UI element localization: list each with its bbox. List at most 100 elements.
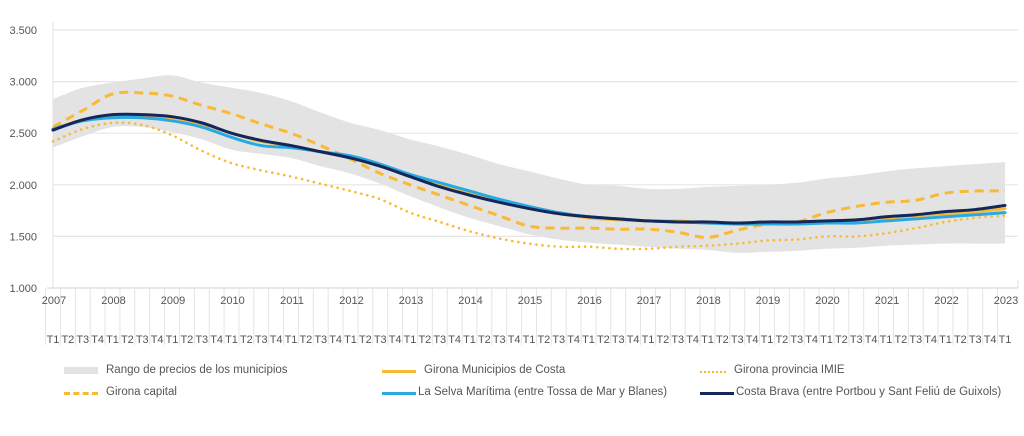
- year-label: 2014: [458, 295, 482, 307]
- series-line-girona-capital: [52, 90, 1006, 239]
- quarter-label: T2: [299, 334, 312, 346]
- quarter-label: T1: [701, 334, 714, 346]
- series-line-la-selva-maritima-entre-tossa-de-mar-y-blanes: [51, 115, 1007, 226]
- legend-swatch-band: [64, 366, 98, 374]
- quarter-label: T2: [359, 334, 372, 346]
- quarter-label: T1: [404, 334, 417, 346]
- legend-item-municipios-costa: Girona Municipios de Costa: [382, 364, 565, 376]
- legend-swatch-solid-yellow: [382, 370, 416, 373]
- quarter-label: T3: [314, 334, 327, 346]
- quarter-label: T3: [76, 334, 89, 346]
- quarter-label: T3: [731, 334, 744, 346]
- quarter-label: T4: [329, 334, 342, 346]
- quarter-label: T2: [537, 334, 550, 346]
- series-line-girona-provincia-imie: [51, 121, 1007, 251]
- legend-item-selva-maritima: La Selva Marítima (entre Tossa de Mar y …: [382, 386, 667, 398]
- quarter-label: T4: [805, 334, 818, 346]
- year-label: 2013: [399, 295, 423, 307]
- year-label: 2021: [875, 295, 899, 307]
- quarter-label: T1: [225, 334, 238, 346]
- year-label: 2008: [101, 295, 125, 307]
- quarter-label: T2: [716, 334, 729, 346]
- gridlines: [52, 22, 1019, 288]
- quarter-label: T1: [880, 334, 893, 346]
- legend-swatch-dotted-yellow: [700, 370, 726, 373]
- quarter-label: T4: [91, 334, 104, 346]
- quarter-label: T4: [746, 334, 759, 346]
- legend-item-provincia-imie: Girona provincia IMIE: [700, 364, 845, 376]
- legend-swatch-solid-navy: [700, 392, 734, 395]
- legend-label: Costa Brava (entre Portbou y Sant Feliú …: [736, 386, 1002, 398]
- year-label: 2023: [994, 295, 1018, 307]
- quarter-label: T4: [508, 334, 521, 346]
- quarter-label: T3: [493, 334, 506, 346]
- year-label: 2022: [934, 295, 958, 307]
- quarter-label: T1: [582, 334, 595, 346]
- quarter-label: T1: [47, 334, 60, 346]
- quarter-label: T4: [567, 334, 580, 346]
- price-range-band: [53, 75, 1005, 253]
- year-label: 2010: [220, 295, 244, 307]
- year-label: 2011: [280, 295, 304, 307]
- quarter-label: T2: [835, 334, 848, 346]
- legend-label: Girona Municipios de Costa: [424, 364, 566, 376]
- quarter-label: T1: [463, 334, 476, 346]
- y-tick-label: 3.000: [9, 77, 37, 89]
- quarter-label: T1: [344, 334, 357, 346]
- price-range-area: [53, 75, 1005, 253]
- year-label: 2019: [756, 295, 780, 307]
- year-label: 2020: [815, 295, 839, 307]
- quarter-label: T4: [270, 334, 283, 346]
- legend-swatch-dashed-yellow: [64, 392, 98, 395]
- legend-label: Rango de precios de los municipios: [106, 364, 288, 376]
- year-label: 2018: [696, 295, 720, 307]
- legend-label: La Selva Marítima (entre Tossa de Mar y …: [418, 386, 668, 398]
- quarter-label: T3: [195, 334, 208, 346]
- quarter-label: T2: [478, 334, 491, 346]
- quarter-label: T1: [285, 334, 298, 346]
- legend-item-costa-brava: Costa Brava (entre Portbou y Sant Feliú …: [700, 386, 1001, 398]
- legend-label: Girona capital: [106, 386, 177, 398]
- year-label: 2009: [161, 295, 185, 307]
- quarter-label: T1: [999, 334, 1012, 346]
- quarter-label: T2: [775, 334, 788, 346]
- quarter-label: T4: [151, 334, 164, 346]
- year-label: 2012: [339, 295, 363, 307]
- quarter-label: T3: [909, 334, 922, 346]
- year-label: 2015: [518, 295, 542, 307]
- quarter-label: T1: [761, 334, 774, 346]
- year-label: 2007: [42, 295, 66, 307]
- quarter-label: T2: [121, 334, 134, 346]
- quarter-label: T3: [374, 334, 387, 346]
- quarter-label: T3: [612, 334, 625, 346]
- y-axis-labels: 1.000 1.500 2.000 2.500 3.000 3.500: [9, 25, 37, 295]
- quarter-label: T4: [210, 334, 223, 346]
- quarter-label: T2: [597, 334, 610, 346]
- y-tick-label: 2.000: [9, 180, 37, 192]
- y-tick-label: 2.500: [9, 128, 37, 140]
- quarter-label: T2: [656, 334, 669, 346]
- legend-item-girona-capital: Girona capital: [64, 386, 177, 398]
- legend-swatch-solid-blue: [382, 392, 416, 395]
- quarter-label: T1: [166, 334, 179, 346]
- year-label: 2017: [637, 295, 661, 307]
- y-tick-label: 1.500: [9, 231, 37, 243]
- quarter-label: T4: [389, 334, 402, 346]
- quarter-label: T3: [671, 334, 684, 346]
- quarter-label: T1: [642, 334, 655, 346]
- quarter-label: T4: [984, 334, 997, 346]
- quarter-label: T3: [969, 334, 982, 346]
- quarter-label: T3: [255, 334, 268, 346]
- quarter-label: T3: [433, 334, 446, 346]
- quarter-label: T2: [954, 334, 967, 346]
- quarter-label: T2: [418, 334, 431, 346]
- quarter-label: T4: [448, 334, 461, 346]
- series-lines: [51, 90, 1007, 251]
- quarter-label: T2: [61, 334, 74, 346]
- quarter-label: T1: [106, 334, 119, 346]
- quarter-label: T1: [939, 334, 952, 346]
- year-label: 2016: [577, 295, 601, 307]
- x-axis: T1 T2 T3 T4 T1 T2 T3 T4 T1 T2 T3 T4 T1 T2 T3 T4 T1 T2 T3 T4…: [42, 287, 1018, 346]
- quarter-label: T3: [552, 334, 565, 346]
